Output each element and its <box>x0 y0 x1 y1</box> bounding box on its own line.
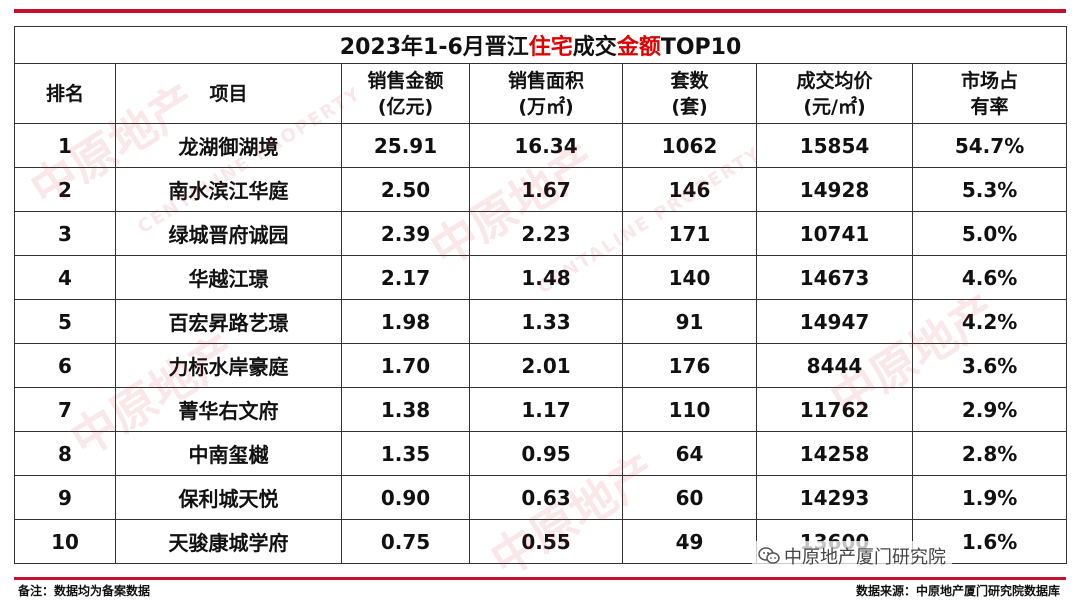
price-cell: 10741 <box>756 211 913 256</box>
amount-cell: 2.17 <box>341 255 470 300</box>
table-row: 8 中南玺樾 1.35 0.95 64 14258 2.8% <box>14 431 1068 476</box>
share-cell: 2.8% <box>911 431 1068 476</box>
rank-cell: 6 <box>14 343 116 388</box>
units-cell: 176 <box>622 343 757 388</box>
share-cell: 4.2% <box>911 299 1068 344</box>
header-rank: 排名 <box>14 63 116 124</box>
sales-ranking-table: 2023年1-6月晋江住宅成交金额TOP10 排名 项目 销售金额 (亿元) 销售… <box>13 26 1068 564</box>
table-row: 2 南水滨江华庭 2.50 1.67 146 14928 5.3% <box>14 167 1068 212</box>
project-cell: 百宏昇路艺璟 <box>115 299 342 344</box>
units-cell: 171 <box>622 211 757 256</box>
project-cell: 保利城天悦 <box>115 475 342 520</box>
table-row: 5 百宏昇路艺璟 1.98 1.33 91 14947 4.2% <box>14 299 1068 344</box>
share-cell: 4.6% <box>911 255 1068 300</box>
area-cell: 0.63 <box>469 475 623 520</box>
price-cell: 8444 <box>756 343 913 388</box>
price-cell: 15854 <box>756 123 913 168</box>
wechat-account-name: 中原地产厦门研究院 <box>784 547 946 568</box>
price-cell: 11762 <box>756 387 913 432</box>
table-row: 1 龙湖御湖境 25.91 16.34 1062 15854 54.7% <box>14 123 1068 168</box>
table-row: 6 力标水岸豪庭 1.70 2.01 176 8444 3.6% <box>14 343 1068 388</box>
units-cell: 110 <box>622 387 757 432</box>
area-cell: 1.67 <box>469 167 623 212</box>
table-row: 4 华越江璟 2.17 1.48 140 14673 4.6% <box>14 255 1068 300</box>
rank-cell: 4 <box>14 255 116 300</box>
amount-cell: 2.39 <box>341 211 470 256</box>
amount-cell: 2.50 <box>341 167 470 212</box>
area-cell: 1.17 <box>469 387 623 432</box>
area-cell: 1.48 <box>469 255 623 300</box>
amount-cell: 1.98 <box>341 299 470 344</box>
share-cell: 5.3% <box>911 167 1068 212</box>
rank-cell: 9 <box>14 475 116 520</box>
share-cell: 5.0% <box>911 211 1068 256</box>
table-title: 2023年1-6月晋江住宅成交金额TOP10 <box>13 26 1068 64</box>
rank-cell: 10 <box>14 519 116 564</box>
units-cell: 146 <box>622 167 757 212</box>
area-cell: 0.55 <box>469 519 623 564</box>
project-cell: 龙湖御湖境 <box>115 123 342 168</box>
header-project: 项目 <box>115 63 342 124</box>
amount-cell: 0.90 <box>341 475 470 520</box>
share-cell: 2.9% <box>911 387 1068 432</box>
area-cell: 2.01 <box>469 343 623 388</box>
header-units: 套数 (套) <box>622 63 757 124</box>
project-cell: 天骏康城学府 <box>115 519 342 564</box>
rank-cell: 7 <box>14 387 116 432</box>
project-cell: 力标水岸豪庭 <box>115 343 342 388</box>
header-share: 市场占 有率 <box>911 63 1068 124</box>
share-cell: 3.6% <box>911 343 1068 388</box>
amount-cell: 25.91 <box>341 123 470 168</box>
footer-note: 备注：数据均为备案数据 <box>18 584 151 598</box>
rank-cell: 5 <box>14 299 116 344</box>
rank-cell: 8 <box>14 431 116 476</box>
amount-cell: 1.70 <box>341 343 470 388</box>
area-cell: 16.34 <box>469 123 623 168</box>
wechat-icon <box>758 547 780 564</box>
header-amount: 销售金额 (亿元) <box>341 63 470 124</box>
units-cell: 64 <box>622 431 757 476</box>
top-accent-bar <box>14 9 1066 13</box>
share-cell: 54.7% <box>911 123 1068 168</box>
bottom-accent-bar <box>14 577 1066 580</box>
price-cell: 14293 <box>756 475 913 520</box>
units-cell: 91 <box>622 299 757 344</box>
header-price: 成交均价 (元/㎡) <box>756 63 913 124</box>
area-cell: 1.33 <box>469 299 623 344</box>
header-area: 销售面积 (万㎡) <box>469 63 623 124</box>
rank-cell: 3 <box>14 211 116 256</box>
rank-cell: 2 <box>14 167 116 212</box>
units-cell: 60 <box>622 475 757 520</box>
project-cell: 华越江璟 <box>115 255 342 300</box>
table-header-row: 排名 项目 销售金额 (亿元) 销售面积 (万㎡) 套数 (套) 成交均价 (元/㎡) … <box>14 63 1068 124</box>
units-cell: 140 <box>622 255 757 300</box>
price-cell: 14928 <box>756 167 913 212</box>
units-cell: 49 <box>622 519 757 564</box>
footer-source: 数据来源：中原地产厦门研究院数据库 <box>855 584 1060 598</box>
price-cell: 14258 <box>756 431 913 476</box>
table-row: 9 保利城天悦 0.90 0.63 60 14293 1.9% <box>14 475 1068 520</box>
wechat-source-badge: 中原地产厦门研究院 <box>752 541 952 571</box>
share-cell: 1.9% <box>911 475 1068 520</box>
amount-cell: 1.35 <box>341 431 470 476</box>
price-cell: 14947 <box>756 299 913 344</box>
table-row: 3 绿城晋府诚园 2.39 2.23 171 10741 5.0% <box>14 211 1068 256</box>
area-cell: 0.95 <box>469 431 623 476</box>
rank-cell: 1 <box>14 123 116 168</box>
units-cell: 1062 <box>622 123 757 168</box>
area-cell: 2.23 <box>469 211 623 256</box>
project-cell: 菁华右文府 <box>115 387 342 432</box>
amount-cell: 1.38 <box>341 387 470 432</box>
price-cell: 14673 <box>756 255 913 300</box>
project-cell: 中南玺樾 <box>115 431 342 476</box>
table-row: 7 菁华右文府 1.38 1.17 110 11762 2.9% <box>14 387 1068 432</box>
project-cell: 南水滨江华庭 <box>115 167 342 212</box>
amount-cell: 0.75 <box>341 519 470 564</box>
project-cell: 绿城晋府诚园 <box>115 211 342 256</box>
